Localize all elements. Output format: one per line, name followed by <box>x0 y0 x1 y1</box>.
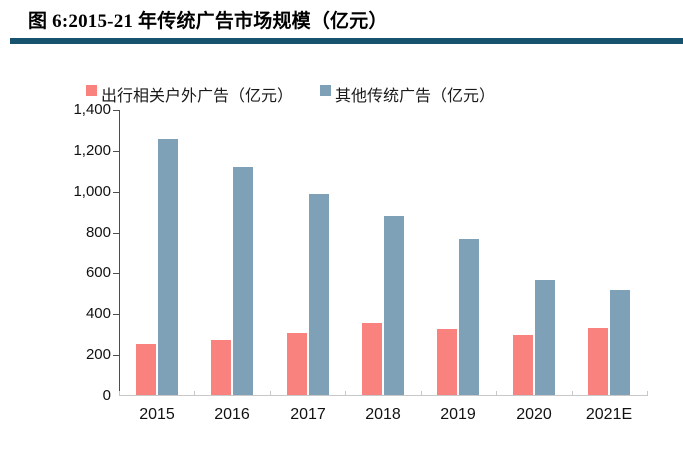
legend-label-outdoor-ads: 出行相关户外广告（亿元） <box>101 88 294 105</box>
bar-outdoor-ads-2017 <box>287 333 307 395</box>
x-axis-tick <box>647 391 648 396</box>
x-axis-label-2019: 2019 <box>440 406 476 423</box>
y-axis-tick <box>113 355 119 356</box>
y-axis-tick <box>113 110 119 111</box>
bar-other-traditional-ads-2017 <box>309 194 329 395</box>
y-axis-label: 1,000 <box>73 183 111 200</box>
bar-outdoor-ads-2018 <box>362 323 382 395</box>
bar-outdoor-ads-2015 <box>136 344 156 395</box>
bar-outdoor-ads-2016 <box>211 340 231 395</box>
y-axis-tick <box>113 192 119 193</box>
bar-other-traditional-ads-2016 <box>233 167 253 395</box>
x-axis-label-2017: 2017 <box>290 406 326 423</box>
y-axis-label: 1,200 <box>73 142 111 159</box>
y-axis-label: 400 <box>85 305 111 322</box>
x-axis-label-2016: 2016 <box>214 406 250 423</box>
bar-outdoor-ads-2021E <box>588 328 608 395</box>
y-axis-tick <box>113 314 119 315</box>
legend-swatch-blue <box>320 85 332 96</box>
bar-outdoor-ads-2019 <box>437 329 457 395</box>
y-axis-tick <box>113 151 119 152</box>
bar-outdoor-ads-2020 <box>513 335 533 395</box>
x-axis-tick <box>119 391 120 396</box>
figure-title: 图 6:2015-21 年传统广告市场规模（亿元） <box>28 11 388 32</box>
legend-swatch-red <box>86 85 97 96</box>
x-axis-tick <box>572 391 573 396</box>
x-axis-label-2020: 2020 <box>516 406 552 423</box>
x-axis-tick <box>194 391 195 396</box>
chart-legend: 出行相关户外广告（亿元） 其他传统广告（亿元） <box>86 82 495 106</box>
y-axis-label: 0 <box>102 387 111 404</box>
bar-other-traditional-ads-2020 <box>535 280 555 395</box>
x-axis-label-2021E: 2021E <box>585 406 633 423</box>
bar-other-traditional-ads-2018 <box>384 216 404 395</box>
bar-other-traditional-ads-2019 <box>459 239 479 395</box>
x-axis-tick <box>345 391 346 396</box>
bar-other-traditional-ads-2015 <box>158 139 178 395</box>
y-axis-line <box>119 110 120 396</box>
legend-item-other-traditional-ads: 其他传统广告（亿元） <box>320 82 495 106</box>
y-axis-label: 800 <box>85 224 111 241</box>
x-axis-tick <box>270 391 271 396</box>
x-axis-label-2015: 2015 <box>139 406 175 423</box>
bar-other-traditional-ads-2021E <box>610 290 630 395</box>
y-axis-label: 600 <box>85 264 111 281</box>
y-axis-tick <box>113 233 119 234</box>
legend-item-outdoor-ads: 出行相关户外广告（亿元） <box>86 82 293 106</box>
y-axis-label: 1,400 <box>73 101 111 118</box>
x-axis-tick <box>421 391 422 396</box>
x-axis-line <box>119 395 647 396</box>
legend-label-other-traditional-ads: 其他传统广告（亿元） <box>335 88 496 105</box>
title-divider-rule <box>10 38 683 44</box>
x-axis-tick <box>496 391 497 396</box>
y-axis-tick <box>113 273 119 274</box>
y-axis-label: 200 <box>85 346 111 363</box>
x-axis-label-2018: 2018 <box>365 406 401 423</box>
